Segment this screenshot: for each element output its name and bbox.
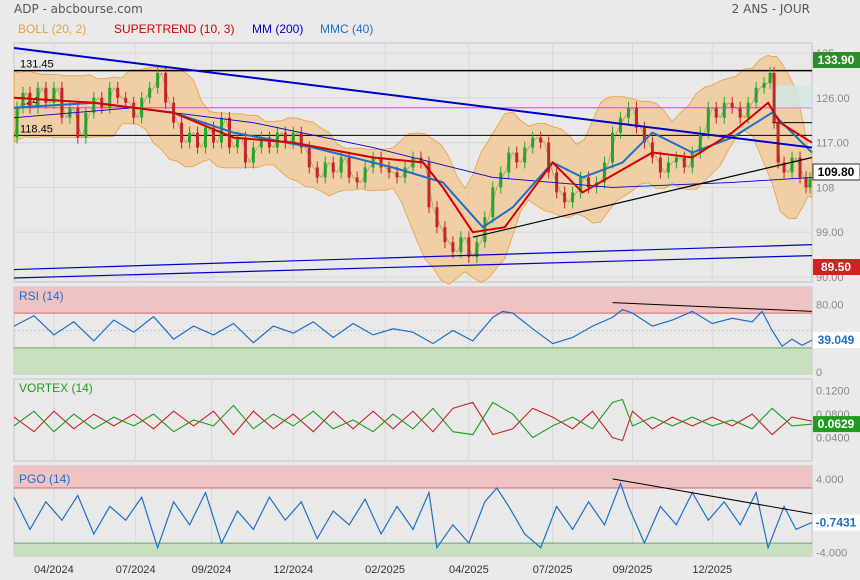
low-price-badge: 89.50 <box>821 260 851 274</box>
rsi-value-badge: 39.049 <box>818 333 855 347</box>
x-tick-label: 12/2025 <box>692 564 732 576</box>
vortex-minus-line <box>13 401 813 442</box>
chart-source: ADP - abcbourse.com <box>14 2 143 16</box>
vortex-value-badge-bg <box>813 416 860 433</box>
pgo-y-tick-label: 4.000 <box>816 474 844 486</box>
pgo-value-badge: -0.7431 <box>816 515 857 529</box>
vortex-y-tick-label: 0.1200 <box>816 386 850 398</box>
vortex-value-badge: 0.0629 <box>818 417 855 431</box>
x-tick-label: 04/2025 <box>449 564 489 576</box>
pgo-line <box>13 481 813 550</box>
price-level-label: 118.45 <box>20 123 53 135</box>
rsi-y-tick-label: 80.00 <box>816 299 844 311</box>
supertrend-line <box>13 96 813 234</box>
price-level-label: 131.45 <box>20 59 54 71</box>
price-y-tick-label: 90.00 <box>816 272 844 284</box>
price-legend-entry: MM (200) <box>252 22 303 36</box>
chart-period: 2 ANS - JOUR <box>731 2 810 16</box>
rsi-value-badge-bg <box>813 332 860 349</box>
x-tick-label: 09/2024 <box>192 564 232 576</box>
price-trendline <box>13 244 813 271</box>
high-price-badge-bg <box>813 52 860 68</box>
last-price-badge-bg <box>812 163 860 181</box>
x-tick-label: 12/2024 <box>273 564 313 576</box>
x-tick-label: 02/2025 <box>365 564 405 576</box>
x-tick-label: 09/2025 <box>613 564 653 576</box>
high-price-badge: 133.90 <box>818 53 855 67</box>
x-tick-label: 07/2025 <box>533 564 573 576</box>
vortex-plus-line <box>13 398 813 439</box>
mmc40-line <box>13 101 813 229</box>
vortex-title: VORTEX (14) <box>19 381 93 395</box>
target-zone <box>772 85 812 108</box>
price-trendline <box>13 255 813 279</box>
price-y-tick-label: 117.00 <box>816 138 849 150</box>
x-tick-label: 04/2024 <box>34 564 74 576</box>
low-price-badge-bg <box>813 259 860 275</box>
pgo-overbought-zone <box>14 466 812 489</box>
close-line <box>13 72 813 258</box>
price-legend-entry: MMC (40) <box>320 22 373 36</box>
pgo-trendline <box>612 478 813 515</box>
rsi-line <box>13 308 813 348</box>
vortex-y-tick-label: 0.0400 <box>816 433 850 445</box>
rsi-overbought-zone <box>14 287 812 314</box>
rsi-oversold-zone <box>14 347 812 374</box>
price-y-tick-label: 108 <box>816 182 834 194</box>
pgo-value-badge-bg <box>813 514 860 531</box>
pgo-y-tick-label: -4.000 <box>816 547 847 559</box>
price-y-tick-label: 99.00 <box>816 227 844 239</box>
rsi-title: RSI (14) <box>19 289 64 303</box>
price-trendline <box>472 156 813 238</box>
x-tick-label: 07/2024 <box>116 564 156 576</box>
price-legend-entry: BOLL (20, 2) <box>18 22 86 36</box>
rsi-y-tick-label: 0 <box>816 367 822 379</box>
price-legend-entry: SUPERTREND (10, 3) <box>114 22 234 36</box>
pgo-title: PGO (14) <box>19 472 70 486</box>
vortex-panel-bg <box>13 378 813 462</box>
pgo-oversold-zone <box>14 543 812 556</box>
price-y-tick-label: 126.00 <box>816 93 850 105</box>
rsi-trendline <box>612 302 813 312</box>
price-trendline <box>13 46 813 149</box>
last-price-badge: 109.80 <box>818 165 855 179</box>
